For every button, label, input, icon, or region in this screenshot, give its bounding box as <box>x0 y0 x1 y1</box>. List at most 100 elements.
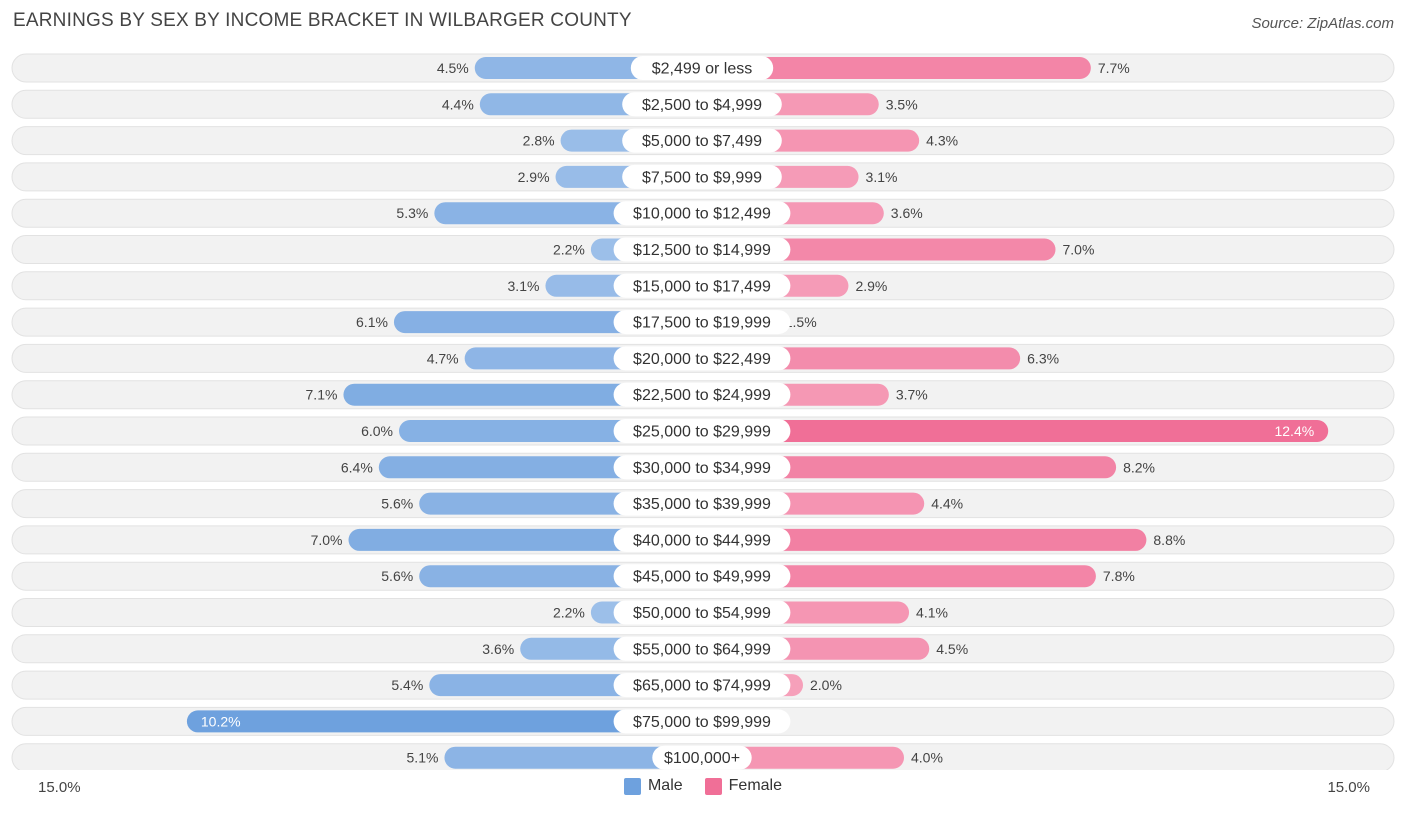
female-value-label: 4.3% <box>926 133 958 149</box>
male-value-label: 6.0% <box>361 423 393 439</box>
category-label: $55,000 to $64,999 <box>633 641 771 658</box>
female-bar <box>702 746 904 769</box>
category-label-background <box>613 310 791 335</box>
female-value-label: 2.9% <box>855 278 887 294</box>
source-attribution: Source: ZipAtlas.com <box>1251 15 1394 32</box>
male-value-label: 5.6% <box>381 496 413 512</box>
category-label: $100,000+ <box>664 750 740 767</box>
category-label-background <box>613 455 791 480</box>
male-value-label: 7.1% <box>306 387 338 403</box>
category-label: $45,000 to $49,999 <box>633 569 771 586</box>
female-value-label: 3.5% <box>886 96 918 112</box>
category-label-background <box>613 564 791 589</box>
female-value-label: 1.5% <box>785 314 817 330</box>
male-value-label: 4.5% <box>437 60 469 76</box>
female-value-label: 3.7% <box>896 387 928 403</box>
category-label: $22,500 to $24,999 <box>633 387 771 404</box>
female-value-label: 7.0% <box>1063 242 1095 258</box>
male-swatch-icon <box>623 777 641 795</box>
male-value-label: 7.0% <box>311 532 343 548</box>
male-value-label: 6.1% <box>356 314 388 330</box>
male-bar <box>444 746 702 769</box>
legend-item-female[interactable]: Female <box>704 777 783 795</box>
female-value-label: 3.6% <box>891 205 923 221</box>
female-value-label: 4.0% <box>911 750 943 766</box>
legend: Male Female <box>0 777 1406 795</box>
category-label: $2,500 to $4,999 <box>642 97 762 114</box>
female-value-label: 4.1% <box>916 605 948 621</box>
category-label-background <box>613 600 791 625</box>
female-value-label: 7.7% <box>1098 60 1130 76</box>
male-value-label: 5.1% <box>407 750 439 766</box>
female-bar <box>702 528 1147 551</box>
category-label: $30,000 to $34,999 <box>633 460 771 477</box>
category-label-background <box>613 527 791 552</box>
legend-female-label: Female <box>728 777 783 794</box>
female-value-label: 6.3% <box>1027 350 1059 366</box>
male-value-label: 5.3% <box>396 205 428 221</box>
male-value-label: 4.4% <box>442 96 474 112</box>
category-label: $5,000 to $7,499 <box>642 133 762 150</box>
male-bar <box>348 528 702 551</box>
category-label-background <box>630 56 774 80</box>
category-label: $25,000 to $29,999 <box>633 424 771 441</box>
category-label-background <box>613 636 791 661</box>
category-label-background <box>613 346 791 371</box>
male-value-label: 2.8% <box>523 133 555 149</box>
axis-right-label: 15.0% <box>1327 779 1370 796</box>
category-label: $40,000 to $44,999 <box>633 532 771 549</box>
category-label: $17,500 to $19,999 <box>633 315 771 332</box>
category-label-background <box>652 745 752 770</box>
female-value-label: 7.8% <box>1103 568 1135 584</box>
male-value-label: 6.4% <box>341 459 373 475</box>
category-label: $65,000 to $74,999 <box>633 678 771 695</box>
category-label-background <box>613 201 791 226</box>
category-label: $20,000 to $22,499 <box>633 351 771 368</box>
male-value-label: 10.2% <box>201 713 241 729</box>
female-bar <box>702 456 1117 479</box>
male-value-label: 3.6% <box>482 641 514 657</box>
female-value-label: 2.0% <box>810 677 842 693</box>
female-value-label: 8.2% <box>1123 459 1155 475</box>
category-label: $75,000 to $99,999 <box>633 714 771 731</box>
category-label-background <box>613 419 791 443</box>
category-label: $50,000 to $54,999 <box>633 605 771 622</box>
category-label-background <box>613 382 791 407</box>
category-label-background <box>622 128 782 153</box>
diverging-bar-chart: 4.5% 7.7% $2,499 or less 4.4% 3.5% $2,500 to … <box>11 53 1395 770</box>
female-value-label: 8.8% <box>1153 532 1185 548</box>
category-label: $12,500 to $14,999 <box>633 242 771 259</box>
male-value-label: 2.2% <box>553 242 585 258</box>
category-label-background <box>613 237 791 262</box>
category-label: $15,000 to $17,499 <box>633 278 771 295</box>
category-label-background <box>613 273 791 298</box>
category-label: $35,000 to $39,999 <box>633 496 771 513</box>
female-value-label: 4.5% <box>936 641 968 657</box>
female-value-label: 3.1% <box>866 169 898 185</box>
female-bar <box>702 238 1056 261</box>
male-value-label: 4.7% <box>427 350 459 366</box>
legend-item-male[interactable]: Male <box>623 777 683 795</box>
female-value-label: 4.4% <box>931 496 963 512</box>
male-bar <box>186 710 702 733</box>
female-bar <box>702 565 1096 588</box>
female-swatch-icon <box>704 777 722 795</box>
male-bar <box>343 383 702 406</box>
category-label-background <box>622 92 782 117</box>
category-label-background <box>613 491 791 516</box>
male-value-label: 5.4% <box>391 677 423 693</box>
legend-male-label: Male <box>647 777 683 794</box>
female-value-label: 12.4% <box>1274 423 1314 439</box>
female-bar <box>702 420 1329 442</box>
category-label: $10,000 to $12,499 <box>633 206 771 223</box>
category-label-background <box>622 164 782 189</box>
category-label: $7,500 to $9,999 <box>642 169 762 186</box>
male-value-label: 3.1% <box>508 278 540 294</box>
axis-left-label: 15.0% <box>38 779 81 796</box>
male-value-label: 2.2% <box>553 605 585 621</box>
male-value-label: 2.9% <box>518 169 550 185</box>
category-label-background <box>613 673 791 698</box>
female-bar <box>702 57 1091 79</box>
chart-title: EARNINGS BY SEX BY INCOME BRACKET IN WIL… <box>13 10 632 31</box>
category-label: $2,499 or less <box>652 61 753 78</box>
